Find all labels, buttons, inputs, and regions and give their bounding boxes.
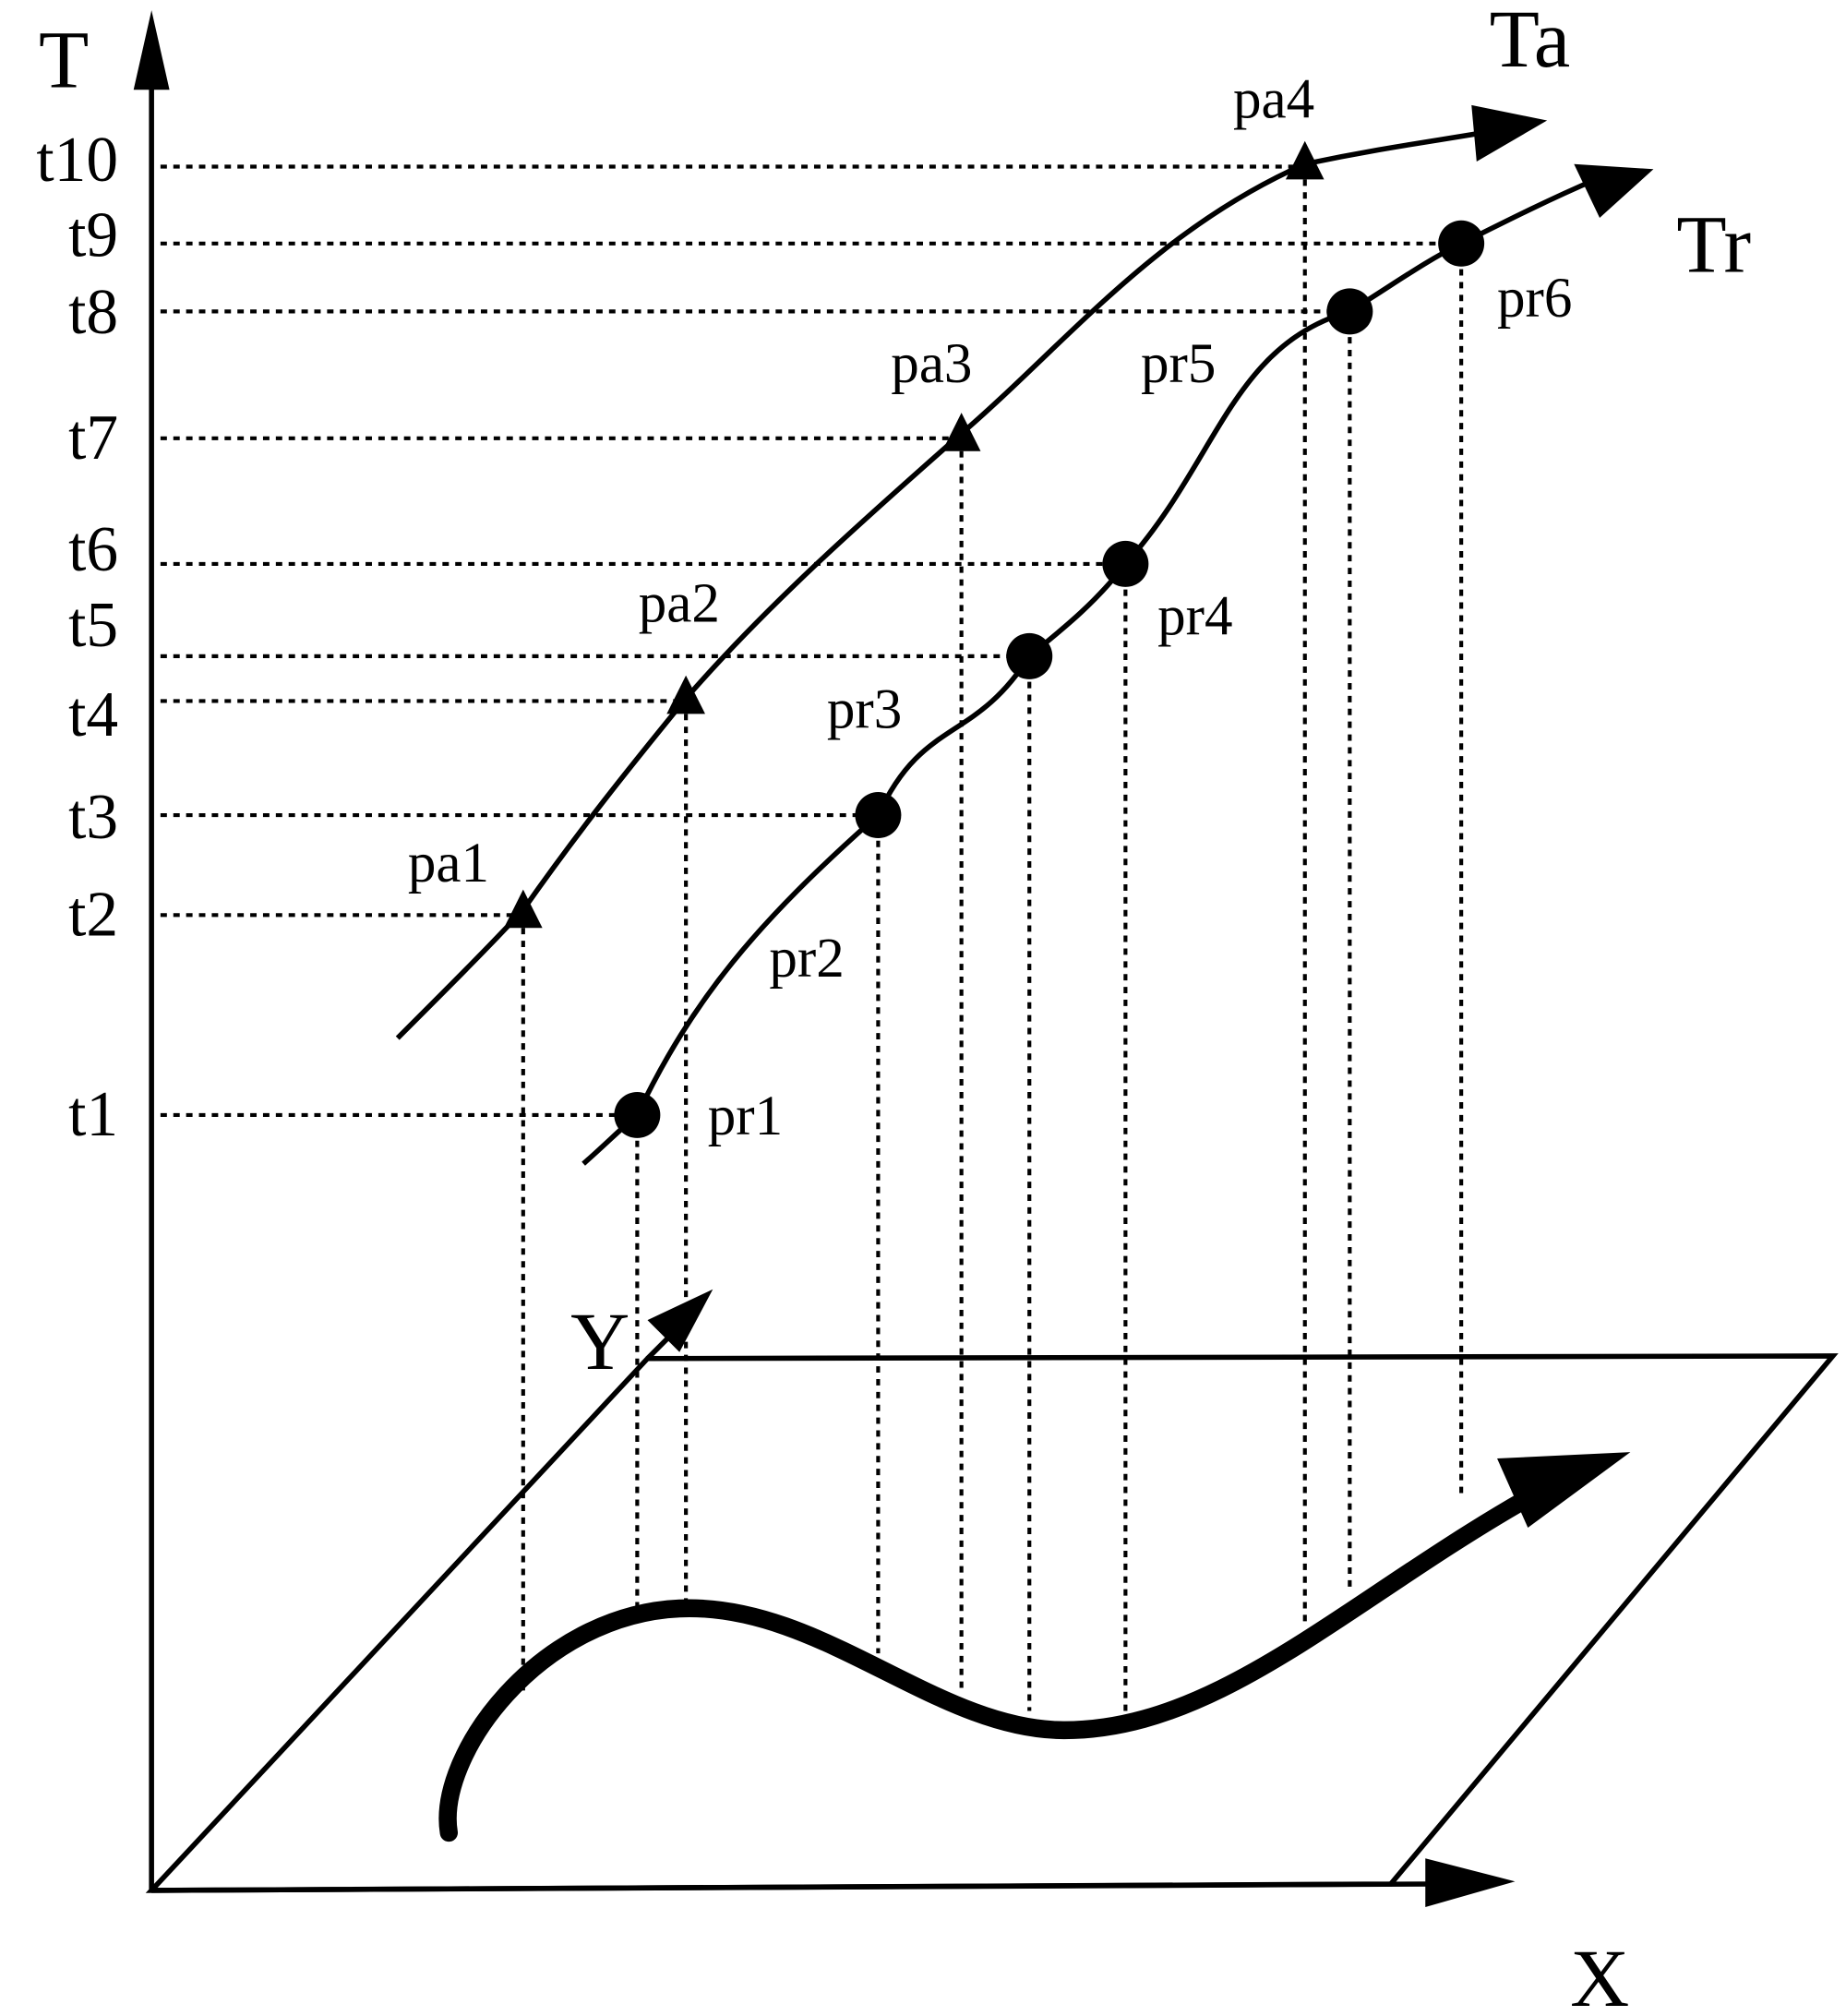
recorded-point-marker bbox=[1326, 288, 1373, 335]
ground-trajectory bbox=[438, 1452, 1631, 1842]
recorded-point-label: pr1 bbox=[708, 1086, 783, 1147]
ta-label: Ta bbox=[1490, 0, 1571, 85]
time-tick-label: t6 bbox=[68, 514, 118, 585]
time-tick-label: t5 bbox=[68, 590, 118, 661]
recorded-point-label: pr2 bbox=[769, 928, 844, 990]
recorded-point-marker bbox=[855, 792, 902, 839]
actual-point-label: pa4 bbox=[1233, 69, 1314, 131]
recorded-point-marker bbox=[1438, 220, 1485, 267]
actual-point-marker bbox=[666, 675, 705, 714]
actual-point-marker bbox=[941, 413, 981, 451]
time-tick-label: t3 bbox=[68, 782, 118, 853]
t-axis-label: T bbox=[39, 15, 89, 105]
actual-point-marker bbox=[503, 889, 543, 929]
t-axis bbox=[133, 10, 170, 1890]
recorded-point-label: pr4 bbox=[1157, 585, 1232, 647]
actual-point-label: pa2 bbox=[639, 572, 720, 634]
tr-label: Tr bbox=[1676, 199, 1751, 290]
y-axis-label: Y bbox=[570, 1297, 629, 1387]
y-axis bbox=[645, 1289, 713, 1361]
recorded-point-marker bbox=[1102, 540, 1149, 587]
recorded-point-label: pr5 bbox=[1141, 333, 1216, 395]
tr-trajectory bbox=[581, 163, 1654, 1166]
xy-plane bbox=[145, 1353, 1839, 1893]
recorded-point-marker bbox=[1006, 632, 1053, 679]
time-tick-label: t1 bbox=[68, 1079, 118, 1150]
time-tick-label: t9 bbox=[68, 200, 118, 271]
time-tick-label: t8 bbox=[68, 277, 118, 348]
recorded-point-marker bbox=[614, 1091, 661, 1138]
time-tick-label: t2 bbox=[68, 880, 118, 951]
recorded-point-label: pr6 bbox=[1497, 268, 1572, 330]
actual-point-label: pa1 bbox=[408, 833, 489, 894]
time-tick-label: t10 bbox=[36, 125, 118, 196]
actual-point-marker bbox=[1285, 140, 1325, 180]
actual-point-label: pa3 bbox=[891, 333, 972, 395]
x-axis-label: X bbox=[1570, 1934, 1629, 2016]
time-tick-label: t7 bbox=[68, 402, 118, 474]
recorded-point-label: pr3 bbox=[827, 679, 902, 741]
time-tick-label: t4 bbox=[68, 679, 118, 750]
